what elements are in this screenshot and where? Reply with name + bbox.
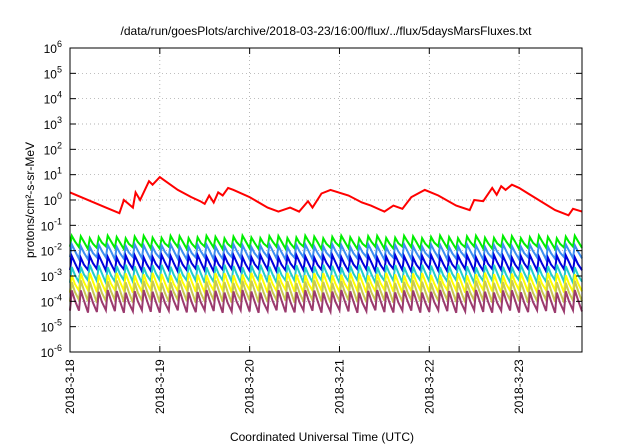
series-line-1 [69, 175, 583, 217]
y-tick-label: 102 [44, 140, 62, 157]
y-tick-label: 103 [44, 115, 62, 132]
y-tick-label: 10-1 [41, 216, 62, 233]
y-tick-label: 104 [44, 90, 62, 107]
x-tick-label: 2018-3-18 [63, 359, 77, 414]
y-tick-label: 10-3 [41, 267, 62, 284]
chart-title: /data/run/goesPlots/archive/2018-03-23/1… [121, 24, 533, 38]
x-axis-label: Coordinated Universal Time (UTC) [230, 430, 414, 444]
x-tick-label: 2018-3-22 [422, 359, 436, 414]
y-tick-label: 105 [44, 64, 62, 81]
series-line-8 [69, 289, 583, 316]
series-line-6 [69, 272, 583, 297]
series-line-3 [69, 240, 583, 264]
ticks: 10-6 10-5 10-4 10-3 10-2 10-1 100 101 102 103 104 1… [41, 39, 582, 414]
x-tick-label: 2018-3-19 [153, 359, 167, 414]
y-tick-label: 100 [44, 191, 62, 208]
y-tick-label: 106 [44, 39, 62, 56]
series-line-4 [69, 251, 583, 276]
series-layer [69, 175, 583, 316]
y-tick-label: 101 [44, 166, 62, 183]
grid [70, 48, 582, 352]
series-line-2 [69, 232, 583, 253]
x-tick-label: 2018-3-23 [512, 359, 526, 414]
series-line-5 [69, 264, 583, 287]
y-tick-label: 10-2 [41, 242, 62, 259]
series-line-7 [69, 280, 583, 306]
y-tick-label: 10-5 [41, 318, 62, 335]
x-tick-label: 2018-3-21 [332, 359, 346, 414]
y-tick-label: 10-4 [41, 292, 62, 309]
y-axis-label: protons/cm²-s-sr-MeV [23, 142, 37, 258]
x-tick-label: 2018-3-20 [243, 359, 257, 414]
y-tick-label: 10-6 [41, 343, 62, 360]
